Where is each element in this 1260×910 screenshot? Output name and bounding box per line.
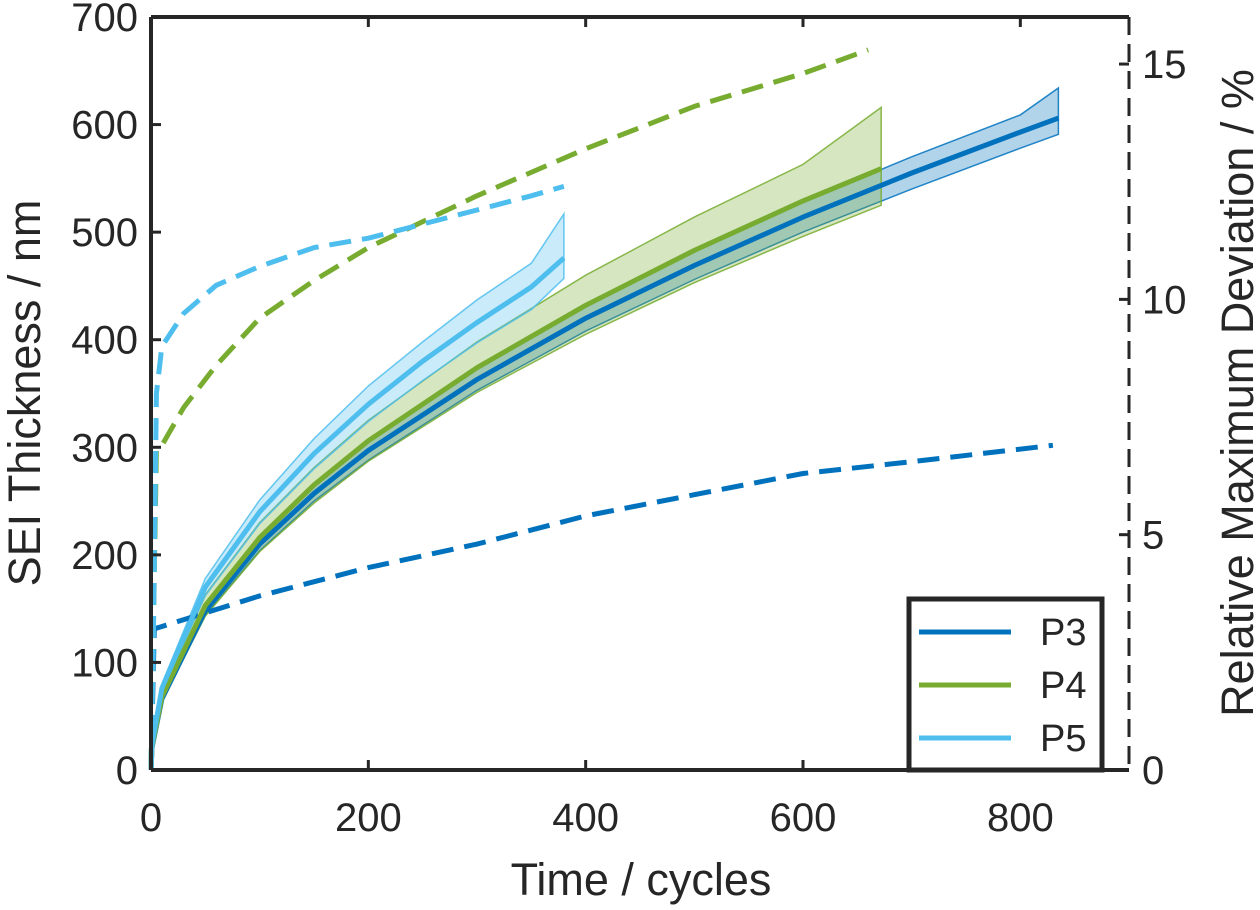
y-tick-label: 500 bbox=[71, 211, 138, 255]
y-tick-label: 300 bbox=[71, 426, 138, 470]
line-p3-deviation bbox=[148, 442, 1054, 771]
legend: P3 P4 P5 bbox=[906, 596, 1105, 773]
y2-tick-label: 5 bbox=[1142, 514, 1164, 558]
x-tick-label: 400 bbox=[552, 796, 619, 840]
band-p5 bbox=[150, 211, 565, 771]
y2-tick-label: 15 bbox=[1142, 43, 1187, 87]
legend-label-p3: P3 bbox=[1040, 612, 1086, 654]
y2-tick-label: 0 bbox=[1142, 749, 1164, 793]
y-tick-label: 700 bbox=[71, 0, 138, 40]
line-p4-thickness bbox=[148, 166, 883, 771]
x-tick-label: 600 bbox=[770, 796, 837, 840]
y2-tick-label: 10 bbox=[1142, 278, 1187, 322]
x-tick-label: 0 bbox=[140, 796, 162, 840]
y-tick-label: 600 bbox=[71, 104, 138, 148]
line-p5-deviation bbox=[148, 183, 565, 771]
x-tick-label: 200 bbox=[335, 796, 402, 840]
y2-axis-label: Relative Maximum Deviation / % bbox=[1212, 69, 1260, 717]
legend-label-p5: P5 bbox=[1040, 718, 1086, 760]
y-tick-label: 200 bbox=[71, 534, 138, 578]
series-lines bbox=[148, 47, 1060, 771]
y-tick-label: 0 bbox=[116, 749, 138, 793]
band-p4 bbox=[150, 105, 882, 771]
line-p4-deviation bbox=[148, 47, 870, 771]
tick-labels: 0 200 400 600 800 0 100 200 300 400 500 600 700 0 5 10 1… bbox=[71, 0, 1186, 840]
legend-label-p4: P4 bbox=[1040, 665, 1086, 707]
y-axis-label: SEI Thickness / nm bbox=[0, 200, 50, 587]
y-tick-label: 400 bbox=[71, 319, 138, 363]
y-tick-label: 100 bbox=[71, 641, 138, 685]
x-axis-label: Time / cycles bbox=[511, 854, 772, 905]
x-tick-label: 800 bbox=[987, 796, 1054, 840]
line-p5-thickness bbox=[148, 256, 566, 771]
